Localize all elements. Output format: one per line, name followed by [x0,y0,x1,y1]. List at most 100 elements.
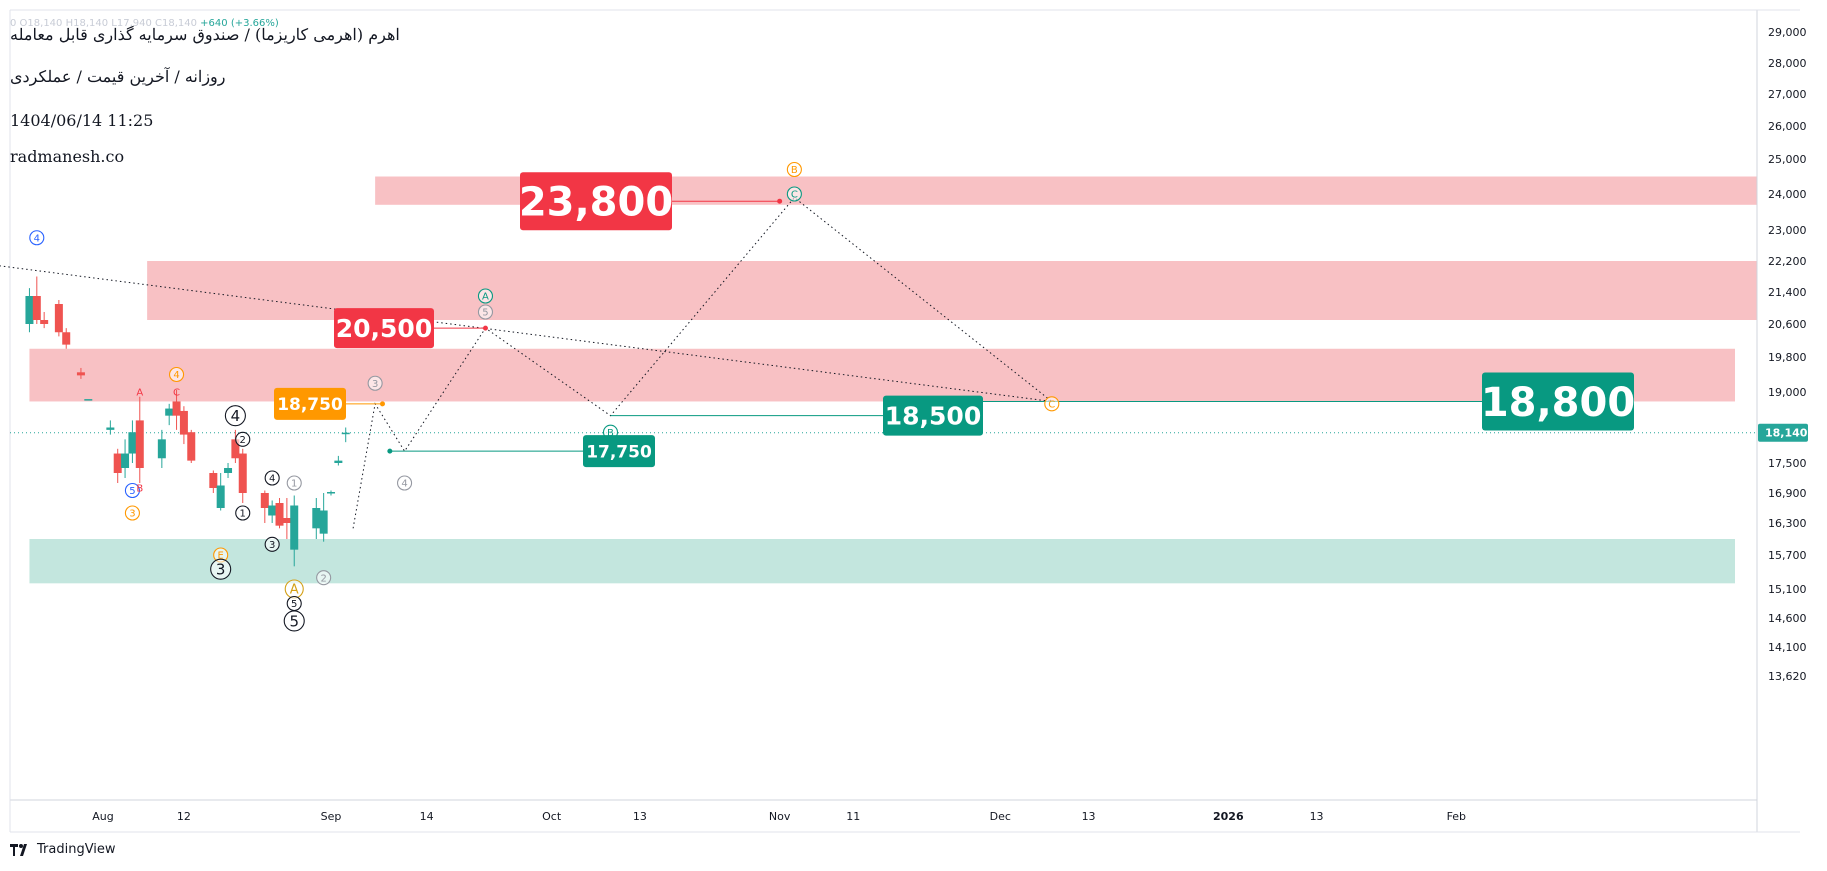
tradingview-logo[interactable]: TradingView [10,842,116,857]
wave-label-ring-26 [1044,396,1060,412]
wave-label-8: 3 [216,561,226,579]
price-label-box-5 [1482,372,1634,431]
price-label-0: 23,800 [519,180,673,226]
projection-path-layer [0,196,1054,529]
wave-label-5: C [173,388,180,399]
wave-label-ring-0 [29,230,45,246]
price-tick-6: 23,000 [1768,224,1807,237]
candle-body [327,492,336,494]
candle-body [238,453,247,493]
price-label-3: 17,750 [586,442,652,462]
wave-label-6: 4 [173,370,179,381]
website: radmanesh.co [10,147,125,166]
candle-body [216,485,225,508]
price-tick-7: 22,200 [1768,255,1807,268]
candle-body [106,427,115,430]
time-tick-10: 2026 [1213,810,1244,823]
price-axis[interactable]: 29,000 28,000 27,000 26,000 25,000 24,000 23,0… [1758,26,1808,683]
time-tick-2: Sep [321,810,342,823]
wave-label-21: A [482,292,489,303]
price-tick-16: 15,100 [1768,583,1807,596]
candle-body [32,296,41,320]
wave-label-ring-14 [286,475,302,491]
time-tick-0: Aug [92,810,113,823]
wave-label-ring-13 [264,536,280,552]
candles-layer [25,276,350,567]
candle-body [282,518,291,523]
time-tick-8: Dec [990,810,1011,823]
wave-label-7: E [218,551,224,562]
price-tick-9: 20,600 [1768,318,1807,331]
candle-body [268,505,277,516]
time-tick-5: 13 [633,810,647,823]
time-tick-9: 13 [1082,810,1096,823]
wave-label-15: A [290,583,299,598]
candle-body [172,401,181,416]
candle-body [84,399,93,401]
time-tick-3: 14 [420,810,434,823]
current-price-tag [1758,423,1808,442]
time-tick-1: 12 [177,810,191,823]
price-tick-2: 27,000 [1768,88,1807,101]
chart-datetime: 1404/06/14 11:25 [10,111,154,130]
price-label-box-4 [883,395,983,436]
zones-layer [29,176,1757,584]
time-tick-11: 13 [1310,810,1324,823]
wave-label-14: 1 [291,479,297,490]
wave-label-2: 3 [129,509,135,520]
candle-body [224,468,233,473]
wave-label-ring-1 [124,482,140,499]
wave-label-17: 5 [289,612,299,630]
wave-label-ring-9 [224,405,246,427]
wave-label-ring-25 [786,186,802,202]
candle-body [312,508,321,529]
candle-body [128,432,137,454]
wave-label-ring-18 [316,570,332,586]
candle-body [54,304,63,333]
wave-label-ring-24 [786,161,802,178]
price-tick-1: 28,000 [1768,57,1807,70]
wave-label-20: 4 [401,479,407,490]
candle-body [113,453,122,473]
time-tick-6: Nov [769,810,791,823]
candle-body [135,420,144,468]
price-tick-17: 14,600 [1768,612,1807,625]
target-dot-3 [387,448,393,454]
wave-label-ring-2 [124,505,140,521]
wave-label-ring-12 [264,470,280,486]
tradingview-icon [10,843,27,856]
candle-body [334,460,343,463]
candle-body [40,320,49,324]
wave-label-4: B [136,484,143,495]
time-tick-12: Feb [1447,810,1466,823]
price-label-4: 18,500 [885,402,981,431]
wave-label-ring-8 [210,558,232,580]
price-tick-3: 26,000 [1768,120,1807,133]
price-label-box-2 [274,387,346,420]
zone-green-3 [29,539,1736,584]
wave-label-ring-17 [283,610,305,632]
candle-body [165,408,174,416]
price-label-box-3 [583,435,655,468]
wave-label-ring-19 [367,375,383,391]
candle-body [341,432,350,435]
target-dot-1 [482,325,488,331]
wave-label-ring-22 [477,304,494,320]
time-axis[interactable]: Aug 12 Sep 14 Oct 13 Nov 11 Dec 13 2026 13 Feb [92,810,1466,823]
wave-label-9: 4 [231,407,241,425]
target-dot-2 [379,401,385,407]
candle-body [25,296,34,324]
price-labels-layer: 23,800 20,500 18,750 17,750 18,500 18,800 [274,172,1635,468]
price-tick-13: 16,900 [1768,487,1807,500]
target-lines-layer [345,198,1482,454]
wave-label-0: 4 [34,233,40,244]
chart-subtitle: روزانه / آخرین قیمت / عملکردی [10,67,226,86]
candle-body [62,332,71,345]
wave-label-ring-21 [477,288,494,304]
candle-body [275,503,284,526]
ticker-summary: 0 O18,140 H18,140 L17,940 C18,140 +640 (… [10,18,279,29]
time-tick-4: Oct [542,810,562,823]
wave-label-ring-6 [169,366,185,383]
